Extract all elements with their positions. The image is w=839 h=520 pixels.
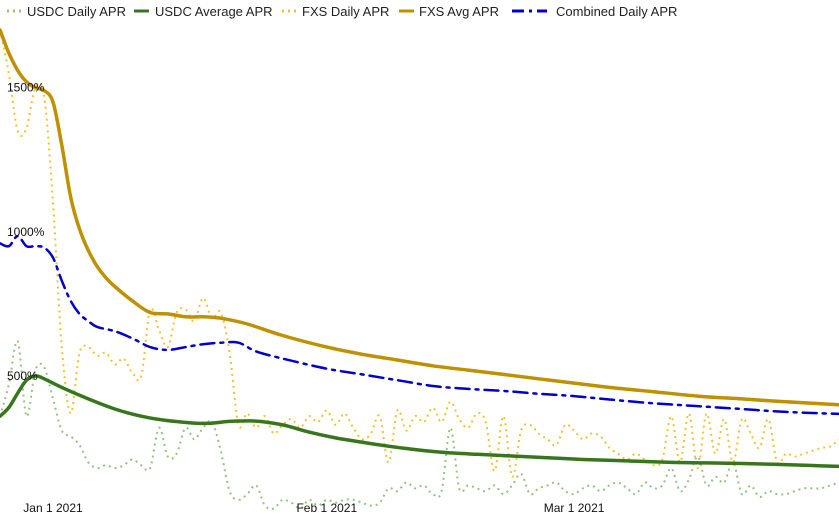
x-tick-label: Jan 1 2021 [23, 501, 83, 515]
legend-label-combined-daily-apr: Combined Daily APR [556, 4, 677, 19]
legend-item-usdc-daily-apr[interactable]: USDC Daily APR [7, 4, 126, 19]
series-line-usdc-average-apr [0, 374, 839, 469]
x-axis-ticks: Jan 1 2021 Feb 1 2021 Mar 1 2021 [23, 501, 604, 515]
series-line-fxs-daily-apr [0, 29, 839, 478]
x-tick-label: Feb 1 2021 [296, 501, 357, 515]
y-tick-label: 1000% [7, 225, 45, 239]
legend-item-fxs-daily-apr[interactable]: FXS Daily APR [282, 4, 389, 19]
legend-label-fxs-daily-apr: FXS Daily APR [302, 4, 389, 19]
legend-label-usdc-daily-apr: USDC Daily APR [27, 4, 126, 19]
legend-item-fxs-avg-apr[interactable]: FXS Avg APR [399, 4, 499, 19]
series-line-usdc-daily-apr [0, 340, 839, 510]
series-line-fxs-avg-apr [0, 28, 839, 407]
legend-item-usdc-average-apr[interactable]: USDC Average APR [134, 4, 273, 19]
y-tick-label: 1500% [7, 81, 45, 95]
legend-item-combined-daily-apr[interactable]: Combined Daily APR [512, 4, 677, 19]
legend: USDC Daily APR USDC Average APR FXS Dail… [7, 4, 677, 19]
y-tick-label: 500% [7, 369, 38, 383]
x-tick-label: Mar 1 2021 [544, 501, 605, 515]
legend-label-usdc-average-apr: USDC Average APR [155, 4, 273, 19]
series-line-combined-daily-apr [0, 234, 839, 416]
legend-label-fxs-avg-apr: FXS Avg APR [419, 4, 499, 19]
y-axis-ticks: 500% 1000% 1500% [7, 81, 45, 383]
series-layer [0, 28, 839, 510]
